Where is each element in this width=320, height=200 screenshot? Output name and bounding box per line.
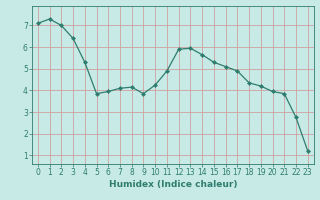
X-axis label: Humidex (Indice chaleur): Humidex (Indice chaleur) [108,180,237,189]
